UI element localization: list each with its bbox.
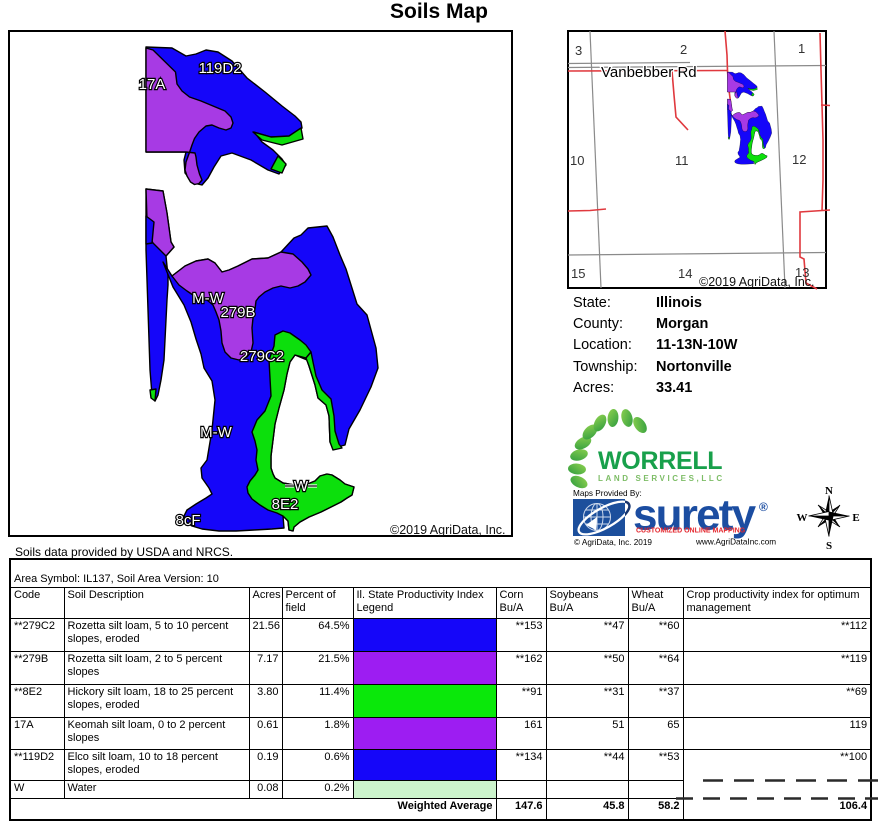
svg-text:2: 2 — [680, 42, 687, 57]
svg-text:S: S — [826, 540, 832, 552]
svg-text:1: 1 — [798, 41, 805, 56]
svg-text:279C2: 279C2 — [240, 348, 284, 365]
svg-text:11: 11 — [675, 153, 689, 168]
svg-text:©2019 AgriData, Inc.: ©2019 AgriData, Inc. — [699, 275, 815, 289]
svg-text:17A: 17A — [139, 76, 166, 93]
svg-text:15: 15 — [571, 266, 585, 281]
svg-text:13: 13 — [795, 265, 809, 280]
svg-text:©2019 AgriData, Inc.: ©2019 AgriData, Inc. — [390, 523, 506, 537]
svg-text:®: ® — [759, 500, 768, 514]
svg-text:W: W — [797, 512, 808, 524]
svg-text:119D2: 119D2 — [198, 60, 241, 77]
svg-text:M-W: M-W — [200, 424, 232, 441]
svg-text:www.AgriDataInc.com: www.AgriDataInc.com — [695, 538, 776, 547]
svg-text:M-W: M-W — [192, 290, 224, 307]
svg-text:279B: 279B — [220, 304, 255, 321]
svg-text:W: W — [294, 478, 309, 495]
svg-text:3: 3 — [575, 43, 582, 58]
svg-text:surety: surety — [633, 491, 757, 540]
svg-text:E: E — [852, 512, 859, 524]
svg-text:Maps Provided By:: Maps Provided By: — [573, 489, 642, 498]
svg-text:CUSTOMIZED ONLINE MAPPING: CUSTOMIZED ONLINE MAPPING — [636, 528, 746, 535]
svg-text:Vanbebber Rd: Vanbebber Rd — [601, 64, 697, 81]
svg-text:WORRELL: WORRELL — [598, 447, 722, 475]
svg-text:12: 12 — [792, 152, 806, 167]
svg-text:N: N — [825, 485, 833, 497]
svg-text:LAND SERVICES,LLC: LAND SERVICES,LLC — [598, 474, 725, 483]
svg-text:14: 14 — [678, 266, 692, 281]
svg-text:8E2: 8E2 — [272, 496, 299, 513]
svg-text:10: 10 — [570, 153, 584, 168]
svg-text:© AgriData, Inc. 2019: © AgriData, Inc. 2019 — [574, 538, 652, 547]
svg-text:8cF: 8cF — [175, 512, 200, 529]
